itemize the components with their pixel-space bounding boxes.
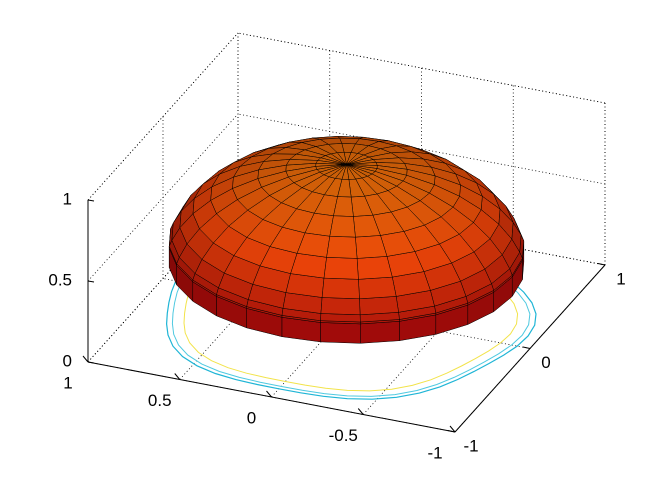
surface-patch <box>359 296 399 316</box>
grid-line <box>87 113 239 282</box>
x-tick-label: -0.5 <box>329 426 358 445</box>
tick-mark <box>174 373 181 380</box>
tick-mark <box>449 425 456 433</box>
surface-patch <box>323 257 359 280</box>
surface-patch <box>320 297 361 316</box>
tick-mark <box>87 280 95 283</box>
y-tick-label: -1 <box>463 436 478 455</box>
tick-mark <box>357 408 364 415</box>
surface-patch <box>358 276 397 300</box>
x-axis <box>87 361 456 433</box>
x-tick-label: 0 <box>247 408 256 427</box>
surface-patch <box>356 256 393 280</box>
x-tick-label: 1 <box>63 373 72 392</box>
z-tick-label: 1 <box>63 189 72 208</box>
surface-patch <box>329 215 356 238</box>
surface <box>168 136 525 344</box>
surface-patch <box>290 253 327 279</box>
z-tick-label: 0 <box>63 351 72 370</box>
y-tick-label: 0 <box>541 353 550 372</box>
y-tick-label: 1 <box>616 269 625 288</box>
tick-mark <box>266 390 272 398</box>
surface-patch <box>360 321 400 344</box>
x-tick-label: -1 <box>427 443 442 462</box>
tick-mark <box>87 199 95 202</box>
tick-mark <box>82 355 89 363</box>
y-axis <box>454 264 606 433</box>
grid-line <box>87 194 239 363</box>
grid-line <box>87 32 239 201</box>
surface-patch <box>320 322 361 344</box>
z-tick-label: 0.5 <box>48 270 72 289</box>
surface-patch <box>326 236 358 259</box>
x-tick-label: 0.5 <box>148 391 172 410</box>
surface-patch <box>321 277 360 300</box>
tick-mark <box>522 346 531 349</box>
